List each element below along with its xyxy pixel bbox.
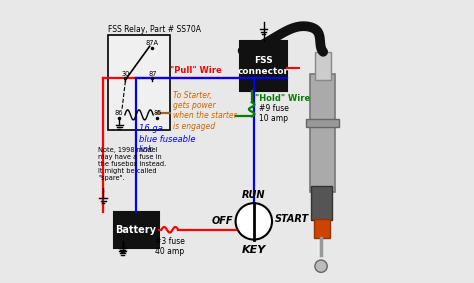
Text: KEY: KEY — [242, 245, 266, 255]
Bar — [240, 41, 287, 91]
Text: 86: 86 — [115, 110, 123, 117]
Text: RUN: RUN — [242, 190, 265, 200]
Text: Note, 1998 model
may have a fuse in
the fusebox instead.
It might be called
"spa: Note, 1998 model may have a fuse in the … — [98, 147, 166, 181]
Text: "Hold" Wire: "Hold" Wire — [255, 94, 310, 103]
Bar — [313, 218, 330, 238]
Text: OFF: OFF — [211, 216, 233, 226]
Bar — [310, 74, 335, 192]
Text: Battery: Battery — [116, 225, 156, 235]
Text: 30: 30 — [121, 71, 129, 77]
Bar — [316, 52, 331, 80]
Text: 87A: 87A — [146, 40, 159, 46]
Text: FSS Relay, Part # SS70A: FSS Relay, Part # SS70A — [108, 25, 201, 34]
Circle shape — [236, 203, 272, 240]
Circle shape — [315, 260, 327, 272]
Bar — [108, 35, 170, 130]
Text: "Pull" Wire: "Pull" Wire — [170, 66, 222, 75]
Text: To Starter,
gets power
when the starter
is engaged: To Starter, gets power when the starter … — [173, 91, 237, 131]
Bar — [311, 186, 332, 220]
Bar — [306, 119, 339, 127]
Bar — [114, 212, 158, 248]
Text: #9 fuse
10 amp: #9 fuse 10 amp — [259, 104, 289, 123]
Text: 87: 87 — [148, 71, 157, 77]
Text: START: START — [275, 214, 309, 224]
Text: 85: 85 — [153, 110, 162, 117]
Text: FSS
connector: FSS connector — [238, 56, 289, 76]
Text: 16 ga
blue fuseable
link: 16 ga blue fuseable link — [139, 124, 195, 154]
Text: #3 fuse
40 amp: #3 fuse 40 amp — [155, 237, 185, 256]
